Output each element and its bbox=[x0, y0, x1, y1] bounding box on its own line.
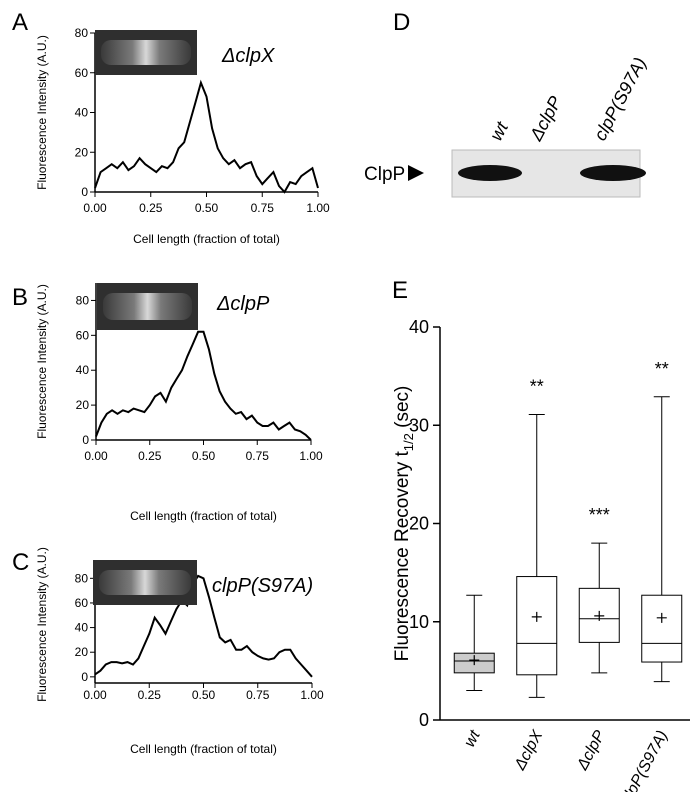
y-tick-label: 0 bbox=[419, 710, 429, 730]
x-axis-label: Cell length (fraction of total) bbox=[133, 232, 280, 246]
y-axis-label-end: (sec) bbox=[392, 386, 413, 434]
x-axis-label: Cell length (fraction of total) bbox=[130, 742, 277, 756]
y-tick-label: 80 bbox=[75, 571, 89, 585]
panel-letter: E bbox=[392, 277, 408, 304]
y-axis-label-main: Fluorescence Recovery t bbox=[392, 451, 413, 662]
x-tick-label: 1.00 bbox=[299, 449, 323, 463]
x-tick-label: 0.50 bbox=[195, 201, 219, 215]
x-tick-label: 0.25 bbox=[139, 201, 163, 215]
x-tick-label: 1.00 bbox=[306, 201, 330, 215]
panel-letter: D bbox=[393, 9, 410, 36]
lane-label: ΔclpP bbox=[525, 93, 565, 145]
y-tick-label: 60 bbox=[75, 596, 89, 610]
x-axis-label: Cell length (fraction of total) bbox=[130, 509, 277, 523]
annotation: clpP(S97A) bbox=[212, 575, 313, 597]
blot-protein: ClpP bbox=[364, 164, 405, 185]
significance: ** bbox=[530, 376, 544, 396]
y-tick-label: 10 bbox=[409, 612, 429, 632]
panel-letter: B bbox=[12, 284, 28, 311]
y-tick-label: 60 bbox=[75, 66, 89, 80]
y-tick-label: 40 bbox=[409, 317, 429, 337]
y-tick-label: 60 bbox=[76, 328, 90, 342]
cell-image-signal bbox=[103, 293, 192, 320]
x-tick-label: 0.00 bbox=[83, 688, 107, 702]
x-tick-label: 0.50 bbox=[192, 449, 216, 463]
annotation: ΔclpX bbox=[221, 45, 275, 67]
y-tick-label: 40 bbox=[75, 106, 89, 120]
panel-letter: C bbox=[12, 549, 29, 576]
x-tick-label: 0.25 bbox=[138, 688, 162, 702]
panel-letter: A bbox=[12, 9, 28, 36]
y-tick-label: 0 bbox=[82, 433, 89, 447]
y-tick-label: 20 bbox=[76, 398, 90, 412]
cell-image-signal bbox=[101, 40, 191, 65]
blot-band bbox=[458, 165, 522, 181]
y-axis-label: Fluorescence Intensity (A.U.) bbox=[35, 284, 49, 439]
y-tick-label: 0 bbox=[81, 185, 88, 199]
x-tick-label: 0.75 bbox=[246, 449, 270, 463]
y-tick-label: 80 bbox=[76, 293, 90, 307]
profile-line bbox=[94, 574, 313, 678]
box bbox=[516, 576, 558, 676]
x-tick-label: ΔclpP bbox=[574, 728, 609, 774]
mean-marker bbox=[656, 612, 667, 623]
x-tick-label: 0.50 bbox=[192, 688, 216, 702]
y-tick-label: 40 bbox=[76, 363, 90, 377]
y-axis-label: Fluorescence Intensity (A.U.) bbox=[35, 35, 49, 190]
blot-arrow bbox=[408, 165, 424, 181]
x-tick-label: 0.75 bbox=[251, 201, 275, 215]
profile-line bbox=[94, 79, 319, 194]
x-tick-label: 1.00 bbox=[300, 688, 324, 702]
lane-label: wt bbox=[486, 118, 513, 144]
lane-label: clpP(S97A) bbox=[590, 54, 650, 144]
x-tick-label: 0.00 bbox=[84, 449, 108, 463]
y-tick-label: 30 bbox=[409, 415, 429, 435]
annotation: ΔclpP bbox=[216, 293, 270, 315]
mean-marker bbox=[594, 610, 605, 621]
significance: ** bbox=[655, 359, 669, 379]
y-tick-label: 40 bbox=[75, 621, 89, 635]
profile-line bbox=[95, 330, 312, 441]
x-tick-label: 0.00 bbox=[83, 201, 107, 215]
x-tick-label: wt bbox=[461, 727, 484, 750]
box bbox=[641, 594, 683, 663]
x-tick-label: ΔclpX bbox=[511, 727, 547, 774]
y-tick-label: 80 bbox=[75, 26, 89, 40]
y-tick-label: 20 bbox=[75, 645, 89, 659]
y-axis-label: Fluorescence Recovery t1/2 (sec) bbox=[392, 386, 416, 662]
y-tick-label: 0 bbox=[81, 670, 88, 684]
x-tick-label: 0.25 bbox=[138, 449, 162, 463]
mean-marker bbox=[469, 655, 480, 666]
blot-band bbox=[580, 165, 646, 181]
y-tick-label: 20 bbox=[409, 514, 429, 534]
significance: *** bbox=[589, 505, 610, 525]
y-tick-label: 20 bbox=[75, 145, 89, 159]
y-axis-label-sub: 1/2 bbox=[401, 433, 416, 451]
mean-marker bbox=[531, 611, 542, 622]
y-axis-label: Fluorescence Intensity (A.U.) bbox=[35, 547, 49, 702]
x-tick-label: 0.75 bbox=[246, 688, 270, 702]
cell-image-signal bbox=[99, 570, 191, 595]
x-tick-label: clpP(S97A) bbox=[618, 728, 671, 792]
